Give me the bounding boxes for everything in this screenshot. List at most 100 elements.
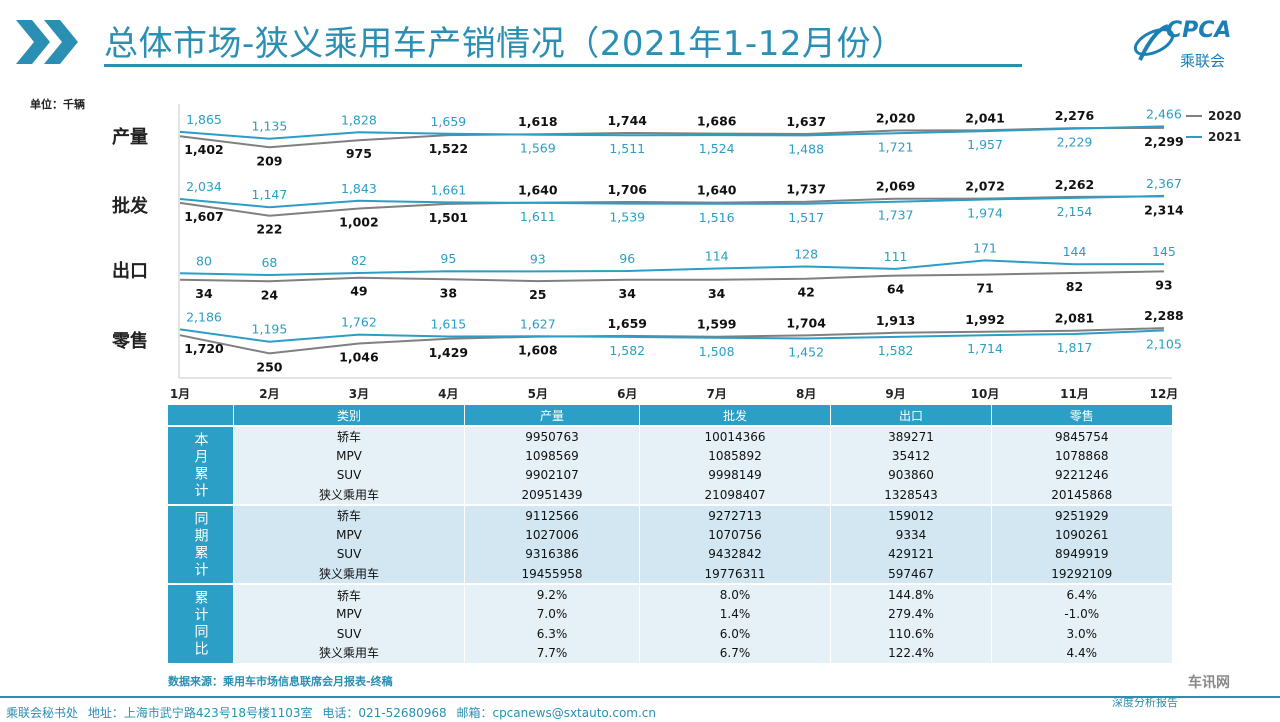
data-label-2021: 1,627: [520, 316, 556, 331]
x-tick-label: 1月: [170, 387, 190, 401]
data-label-2021: 1,135: [252, 119, 288, 134]
series-line-2021-3: [179, 328, 1164, 343]
data-label-2020: 82: [1066, 279, 1083, 294]
data-label-2021: 1,721: [878, 139, 914, 154]
table-cell: 9950763: [464, 424, 640, 447]
footer-report-label: 深度分析报告: [1112, 696, 1178, 709]
table-cell: 35412: [830, 446, 992, 466]
table-row: 狭义乘用车 20951439 21098407 1328543 20145868: [168, 484, 1172, 506]
x-tick-label: 12月: [1150, 387, 1179, 401]
data-label-2020: 1,402: [184, 142, 224, 157]
data-label-2020: 2,020: [876, 110, 916, 125]
table-cell: 597467: [830, 564, 992, 585]
data-label-2021: 111: [884, 249, 908, 264]
row-category-cell: SUV: [233, 623, 465, 644]
cpca-logo: CPCA 乘联会: [1128, 18, 1258, 76]
table-row: 狭义乘用车 7.7% 6.7% 122.4% 4.4%: [168, 643, 1172, 663]
data-label-2021: 2,367: [1146, 176, 1182, 191]
data-label-2020: 1,706: [607, 182, 647, 197]
table-cell: 1328543: [830, 484, 992, 506]
data-label-2021: 68: [261, 255, 277, 270]
x-tick-label: 10月: [971, 387, 1000, 401]
table-cell: 8949919: [991, 544, 1172, 565]
table-row: MPV 1027006 1070756 9334 1090261: [168, 525, 1172, 545]
table-cell: 9316386: [464, 544, 640, 565]
data-label-2021: 128: [794, 246, 818, 261]
data-label-2021: 2,154: [1057, 204, 1093, 219]
data-label-2021: 1,488: [788, 141, 824, 156]
data-label-2020: 34: [619, 286, 637, 301]
data-label-2021: 95: [440, 251, 456, 266]
group-label-current-cumulative: 本月累计: [167, 424, 234, 506]
data-label-2021: 2,466: [1146, 106, 1182, 121]
data-label-2021: 1,582: [609, 343, 645, 358]
x-tick-label: 9月: [885, 387, 905, 401]
row-category-cell: 狭义乘用车: [233, 484, 465, 506]
table-cell: 389271: [830, 424, 992, 447]
chevron-double-right-icon: [16, 20, 78, 64]
x-tick-label: 3月: [349, 387, 369, 401]
panel-label-2: 出口: [112, 260, 148, 282]
data-label-2020: 1,744: [607, 113, 647, 128]
table-cell: 8.0%: [639, 583, 831, 605]
data-label-2020: 2,069: [876, 179, 916, 194]
data-label-2020: 1,618: [518, 114, 558, 129]
table-row: SUV 9902107 9998149 903860 9221246: [168, 465, 1172, 485]
panel-label-3: 零售: [111, 330, 148, 352]
table-row: 狭义乘用车 19455958 19776311 597467 19292109: [168, 564, 1172, 585]
data-label-2021: 1,659: [430, 114, 466, 129]
table-cell: 6.7%: [639, 643, 831, 663]
data-label-2020: 1,913: [876, 313, 916, 328]
data-label-2020: 49: [350, 284, 367, 299]
logo-text-cn: 乘联会: [1180, 52, 1226, 70]
data-label-2020: 2,081: [1055, 311, 1095, 326]
data-label-2020: 71: [976, 281, 993, 296]
data-label-2020: 2,262: [1055, 177, 1095, 192]
data-label-2020: 975: [346, 146, 372, 161]
data-label-2020: 1,522: [429, 141, 469, 156]
unit-label: 单位：千辆: [30, 98, 85, 111]
data-label-2020: 1,686: [697, 114, 737, 129]
data-label-2021: 2,229: [1057, 135, 1093, 150]
footer-bar: [0, 696, 1280, 722]
data-label-2021: 1,714: [967, 341, 1003, 356]
data-label-2020: 1,640: [518, 183, 558, 198]
table-cell: 9845754: [991, 424, 1172, 447]
panel-label-0: 产量: [112, 126, 148, 148]
row-category-cell: 狭义乘用车: [233, 643, 465, 663]
row-category-cell: MPV: [233, 525, 465, 545]
table-cell: 9998149: [639, 465, 831, 485]
data-label-2021: 96: [619, 251, 635, 266]
data-label-2020: 1,046: [339, 350, 379, 365]
data-label-2021: 1,508: [699, 344, 735, 359]
table-cell: 144.8%: [830, 583, 992, 605]
table-cell: 9251929: [991, 504, 1172, 526]
table-cell: 7.7%: [464, 643, 640, 663]
data-label-2020: 2,299: [1144, 134, 1184, 149]
col-header-export: 出口: [830, 405, 992, 426]
data-label-2020: 1,002: [339, 215, 379, 230]
series-line-2021-2: [179, 259, 1164, 277]
row-category-cell: 轿车: [233, 504, 465, 526]
data-label-2020: 25: [529, 287, 546, 302]
table-cell: 9272713: [639, 504, 831, 526]
table-row: SUV 9316386 9432842 429121 8949919: [168, 544, 1172, 565]
table-cell: 1090261: [991, 525, 1172, 545]
row-category-cell: MPV: [233, 446, 465, 466]
data-label-2020: 42: [797, 285, 814, 300]
table-cell: 6.4%: [991, 583, 1172, 605]
table-cell: 9334: [830, 525, 992, 545]
table-cell: 122.4%: [830, 643, 992, 663]
cpca-logo-icon: [1133, 24, 1175, 61]
cumulative-table: 类别 产量 批发 出口 零售 本月累计 轿车 9950763 10014366 3892…: [167, 405, 1172, 663]
table-cell: 20145868: [991, 484, 1172, 506]
data-label-2020: 1,992: [965, 312, 1005, 327]
data-label-2021: 2,186: [186, 309, 222, 324]
line-chart: 产量 1,402 209 975 1,522 1,618 1,744 1,686 1,637 2,…: [111, 104, 1241, 401]
table-cell: 4.4%: [991, 643, 1172, 663]
table-row: SUV 6.3% 6.0% 110.6% 3.0%: [168, 623, 1172, 644]
data-label-2021: 1,762: [341, 315, 377, 330]
data-label-2020: 2,041: [965, 110, 1005, 125]
panel-label-1: 批发: [112, 195, 149, 217]
table-cell: 3.0%: [991, 623, 1172, 644]
